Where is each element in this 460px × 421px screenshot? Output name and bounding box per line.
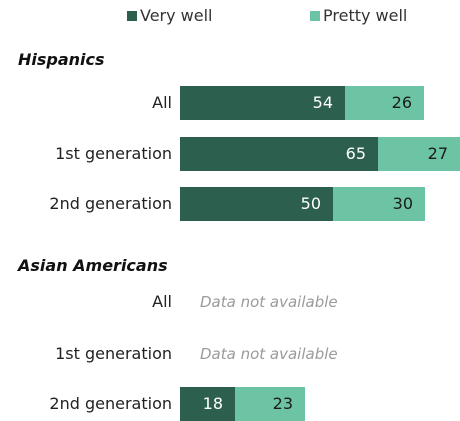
chart-legend: Very well Pretty well [0,6,460,30]
row-label: 1st generation [55,344,172,363]
bar-value-label: 54 [312,93,333,112]
data-not-available-note: Data not available [200,293,338,311]
row-label: 2nd generation [49,394,172,413]
bar-value-label: 27 [427,144,448,163]
bar-pretty-well [333,187,425,221]
legend-swatch [310,10,320,21]
row-label: All [152,93,172,112]
bar-value-label: 50 [300,194,321,213]
legend-item: Very well [127,6,213,25]
bar-value-label: 30 [392,194,413,213]
row-label: 1st generation [55,144,172,163]
group-title: Hispanics [18,50,105,69]
bar-value-label: 65 [345,144,366,163]
bar-very-well [180,187,333,221]
legend-item: Pretty well [310,6,407,25]
row-label: All [152,292,172,311]
bar-very-well [180,137,378,171]
bar-value-label: 18 [202,394,223,413]
group-title: Asian Americans [18,256,168,275]
bar-pretty-well [345,86,424,120]
bar-value-label: 23 [272,394,293,413]
bar-value-label: 26 [391,93,412,112]
bar-very-well [180,86,345,120]
row-label: 2nd generation [49,194,172,213]
data-not-available-note: Data not available [200,345,338,363]
bar-pretty-well [378,137,460,171]
legend-swatch [127,10,137,21]
legend-label: Very well [140,6,213,25]
legend-label: Pretty well [323,6,408,25]
